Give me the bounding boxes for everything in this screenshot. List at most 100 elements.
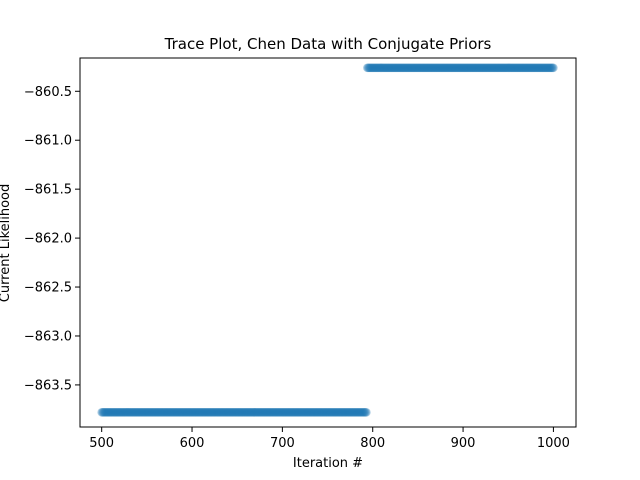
data-point bbox=[256, 408, 265, 417]
data-point bbox=[357, 408, 367, 417]
data-point bbox=[101, 408, 111, 417]
data-point bbox=[278, 408, 288, 417]
data-point bbox=[490, 63, 499, 73]
data-point bbox=[373, 63, 383, 73]
data-point bbox=[385, 63, 395, 73]
data-point bbox=[449, 63, 459, 73]
data-point bbox=[537, 63, 546, 73]
data-point bbox=[488, 63, 498, 73]
data-point bbox=[316, 408, 325, 417]
data-point bbox=[204, 408, 214, 417]
data-point bbox=[279, 408, 289, 417]
data-point bbox=[258, 408, 267, 417]
data-point bbox=[483, 63, 492, 73]
data-point bbox=[139, 408, 149, 417]
data-point bbox=[503, 63, 513, 73]
data-point bbox=[275, 408, 284, 417]
data-point bbox=[547, 63, 556, 73]
data-point bbox=[479, 63, 489, 73]
data-point bbox=[512, 63, 521, 73]
data-point bbox=[171, 408, 181, 417]
data-point bbox=[124, 408, 134, 417]
data-point bbox=[130, 408, 140, 417]
data-point bbox=[215, 408, 225, 417]
data-point bbox=[197, 408, 207, 417]
data-point bbox=[318, 408, 328, 417]
data-point bbox=[484, 63, 494, 73]
data-point bbox=[153, 408, 162, 417]
y-tick-label: −863.5 bbox=[24, 378, 72, 393]
data-point bbox=[478, 63, 488, 73]
data-point bbox=[442, 63, 452, 73]
data-point bbox=[484, 63, 493, 73]
x-tick-label: 500 bbox=[89, 436, 114, 451]
data-point bbox=[498, 63, 508, 73]
data-point bbox=[276, 408, 285, 417]
data-point bbox=[242, 408, 252, 417]
data-point bbox=[327, 408, 337, 417]
data-point bbox=[185, 408, 195, 417]
data-point bbox=[518, 63, 527, 73]
data-point bbox=[138, 408, 147, 417]
data-point bbox=[487, 63, 497, 73]
data-point bbox=[413, 63, 423, 73]
data-point bbox=[383, 63, 393, 73]
data-point bbox=[164, 408, 173, 417]
data-point bbox=[212, 408, 221, 417]
data-point bbox=[254, 408, 264, 417]
data-point bbox=[137, 408, 146, 417]
data-point bbox=[522, 63, 532, 73]
data-point bbox=[117, 408, 126, 417]
data-point bbox=[174, 408, 183, 417]
data-point bbox=[320, 408, 330, 417]
data-point bbox=[468, 63, 478, 73]
data-point bbox=[470, 63, 480, 73]
data-point bbox=[152, 408, 162, 417]
data-point bbox=[111, 408, 121, 417]
data-point bbox=[343, 408, 352, 417]
data-point bbox=[421, 63, 431, 73]
data-point bbox=[140, 408, 150, 417]
data-point bbox=[99, 408, 108, 417]
data-point bbox=[334, 408, 343, 417]
data-point bbox=[203, 408, 212, 417]
data-point bbox=[477, 63, 487, 73]
data-point bbox=[224, 408, 234, 417]
data-point bbox=[300, 408, 310, 417]
data-point bbox=[251, 408, 261, 417]
data-point bbox=[98, 408, 107, 417]
x-axis-label: Iteration # bbox=[293, 456, 363, 471]
data-point bbox=[299, 408, 309, 417]
data-point bbox=[400, 63, 409, 73]
data-point bbox=[112, 408, 122, 417]
data-point bbox=[280, 408, 290, 417]
data-point bbox=[237, 408, 247, 417]
data-point bbox=[438, 63, 448, 73]
data-point bbox=[486, 63, 496, 73]
data-point bbox=[371, 63, 380, 73]
data-point bbox=[186, 408, 196, 417]
data-point bbox=[234, 408, 244, 417]
data-point bbox=[344, 408, 354, 417]
data-point bbox=[391, 63, 400, 73]
data-point bbox=[189, 408, 199, 417]
data-point bbox=[501, 63, 510, 73]
data-point bbox=[381, 63, 391, 73]
data-point bbox=[374, 63, 384, 73]
data-point bbox=[539, 63, 548, 73]
data-point bbox=[266, 408, 275, 417]
data-point bbox=[406, 63, 415, 73]
data-point bbox=[241, 408, 251, 417]
data-point bbox=[503, 63, 512, 73]
data-point bbox=[239, 408, 248, 417]
data-point bbox=[388, 63, 397, 73]
data-point bbox=[109, 408, 118, 417]
data-point bbox=[372, 63, 382, 73]
data-point bbox=[540, 63, 550, 73]
data-point bbox=[165, 408, 174, 417]
data-point bbox=[155, 408, 164, 417]
data-point bbox=[301, 408, 311, 417]
data-point bbox=[332, 408, 341, 417]
data-point bbox=[409, 63, 419, 73]
data-point bbox=[360, 408, 369, 417]
